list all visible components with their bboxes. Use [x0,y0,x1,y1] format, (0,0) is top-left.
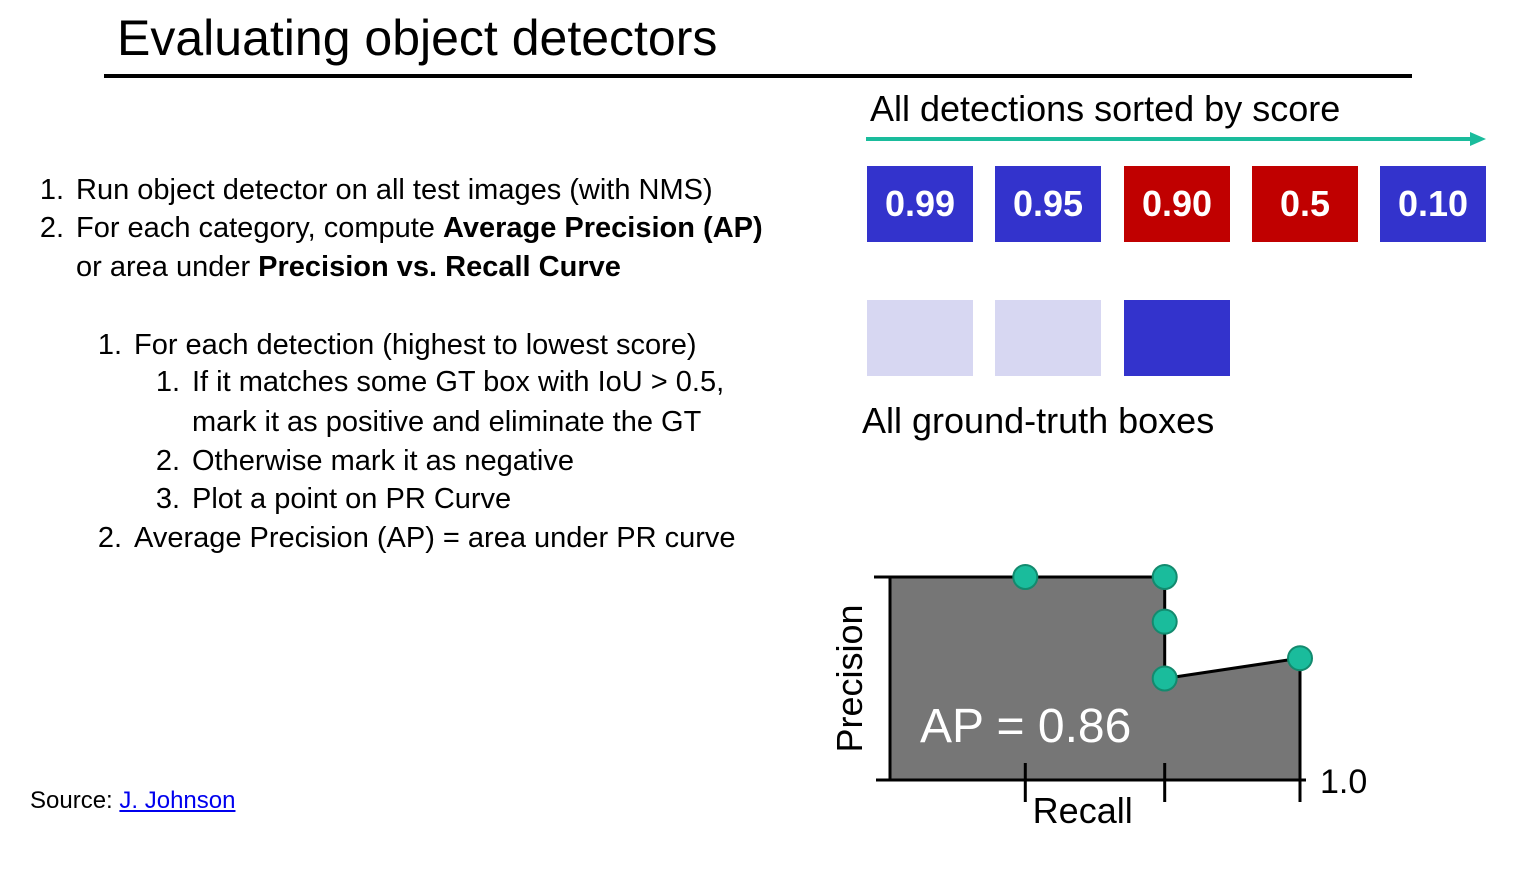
pr-point [1151,564,1178,590]
step-text: Plot a point on PR Curve [192,483,512,515]
substep-2: 2. Average Precision (AP) = area under P… [98,521,736,555]
arrow-head [1470,132,1486,146]
y-axis-label: Precision [829,604,870,752]
step-text: For each detection (highest to lowest sc… [134,329,697,361]
detection-box-2: 0.95 [995,166,1101,242]
ground-truth-box-3 [1124,300,1230,376]
step-text: Otherwise mark it as negative [192,445,574,477]
detection-score: 0.10 [1397,183,1469,224]
ap-annotation: AP = 0.86 [920,700,1131,753]
source-credit: Source: J. Johnson [30,786,235,816]
step-number: 2. [97,522,122,554]
step-number: 3. [155,483,180,515]
step-bold-term: Average Precision (AP) [442,212,763,244]
step-text: For each category, compute [76,212,443,244]
pr-point [1287,645,1313,672]
detection-score: 0.95 [1012,183,1084,224]
chart-layer: AP = 0.86 Recall Precision 1.0 [829,564,1367,831]
step-bold-term: Precision vs. Recall Curve [258,251,621,283]
score-order-arrow-icon [866,132,1486,146]
detection-box-5: 0.10 [1380,166,1486,242]
step-text: Average Precision (AP) = area under PR c… [134,522,736,554]
step-2: 2. For each category, compute Average Pr… [40,211,763,245]
source-label: Source: [30,787,120,814]
detection-score: 0.90 [1141,183,1213,224]
pr-curve-chart: AP = 0.86 Recall Precision 1.0 [829,564,1367,831]
x-axis-label: Recall [1033,790,1133,831]
step-1: 1. Run object detector on all test image… [40,173,713,207]
step-2-continued: or area under Precision vs. Recall Curve [76,250,621,284]
ground-truth-box-2 [995,300,1101,376]
x-tick-label: 1.0 [1320,763,1367,801]
detection-box-1: 0.99 [867,166,973,242]
subsubstep-2: 2. Otherwise mark it as negative [156,444,574,478]
step-text: Run object detector on all test images (… [76,174,713,206]
pr-point [1151,608,1178,635]
pr-point [1151,665,1178,692]
subsubstep-1: 1. If it matches some GT box with IoU > … [156,365,725,399]
step-text: If it matches some GT box with IoU > 0.5… [192,366,725,398]
step-number: 2. [39,212,64,244]
source-link[interactable]: J. Johnson [119,787,236,814]
subsubstep-1-continued: mark it as positive and eliminate the GT [192,405,701,439]
pr-point [1012,564,1039,590]
detection-box-3: 0.90 [1124,166,1230,242]
slide-title: Evaluating object detectors [117,10,718,66]
ground-truth-box-1 [867,300,973,376]
step-number: 1. [97,329,122,361]
detection-score: 0.5 [1279,183,1331,224]
detection-score: 0.99 [884,183,956,224]
subsubstep-3: 3. Plot a point on PR Curve [156,482,512,516]
title-divider [104,74,1412,78]
ground-truth-caption: All ground-truth boxes [862,400,1215,441]
step-number: 2. [155,445,180,477]
step-number: 1. [39,174,64,206]
step-text: or area under [76,251,259,283]
detection-box-4: 0.5 [1252,166,1358,242]
step-text: mark it as positive and eliminate the GT [192,406,702,438]
detections-caption: All detections sorted by score [870,88,1341,129]
substep-1: 1. For each detection (highest to lowest… [98,328,697,362]
step-number: 1. [155,366,180,398]
